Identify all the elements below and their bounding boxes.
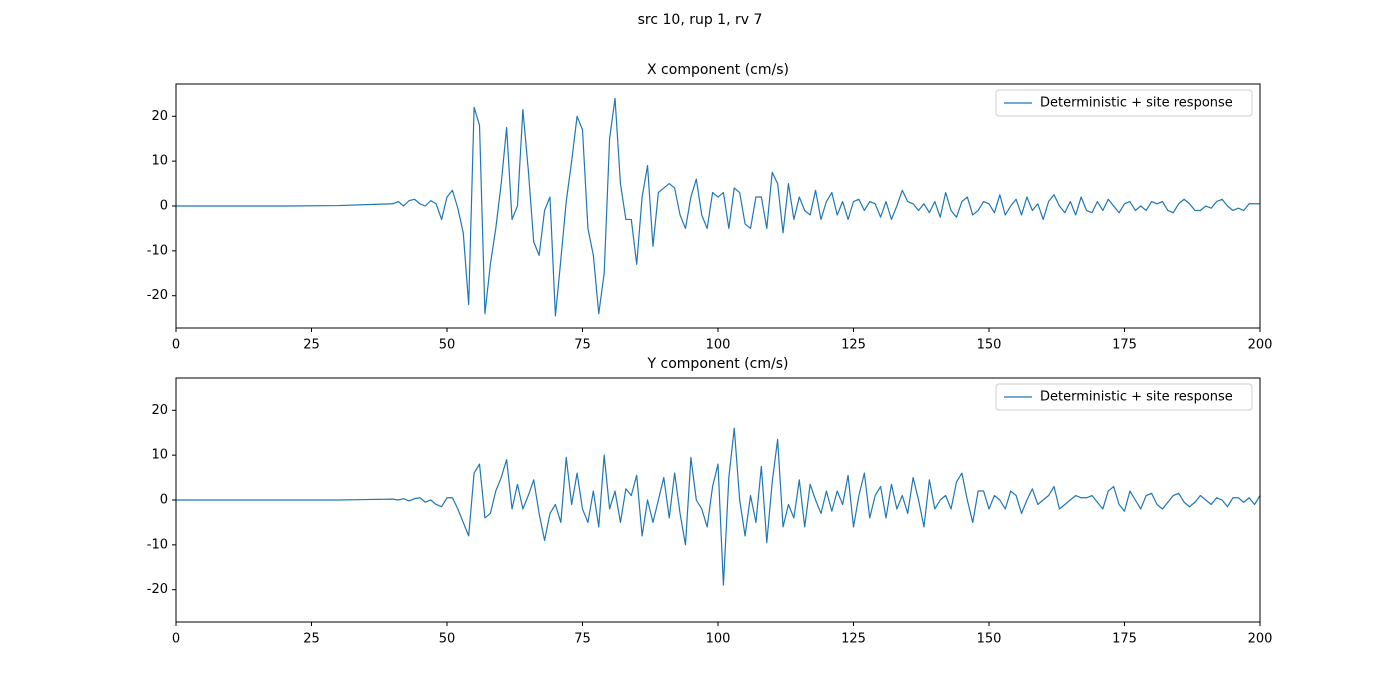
y-tick-label: 10 xyxy=(151,154,168,169)
x-tick-label: 25 xyxy=(303,338,320,353)
series-line xyxy=(176,97,1260,317)
x-tick-label: 150 xyxy=(977,338,1002,353)
x-tick-label: 175 xyxy=(1112,632,1137,647)
x-tick-label: 100 xyxy=(706,632,731,647)
y-tick-label: -20 xyxy=(147,288,168,303)
y-tick-label: -20 xyxy=(147,582,168,597)
legend-box xyxy=(995,89,1253,117)
x-tick-label: 175 xyxy=(1112,338,1137,353)
x-tick-label: 25 xyxy=(303,632,320,647)
x-tick-label: 75 xyxy=(574,632,591,647)
legend-box xyxy=(995,383,1253,411)
axes-frame xyxy=(175,83,1261,329)
y-tick-label: -10 xyxy=(147,243,168,258)
axes-frame xyxy=(175,377,1261,623)
series-line xyxy=(176,427,1261,586)
legend-label: Deterministic + site response xyxy=(1040,96,1233,111)
y-tick-label: -10 xyxy=(147,537,168,552)
x-tick-label: 0 xyxy=(172,632,180,647)
x-tick-label: 125 xyxy=(841,338,866,353)
y-tick-label: 0 xyxy=(160,199,168,214)
y-tick-label: 20 xyxy=(151,403,168,418)
y-tick-label: 10 xyxy=(151,448,168,463)
x-tick-label: 50 xyxy=(439,632,456,647)
x-tick-label: 200 xyxy=(1248,338,1273,353)
x-tick-label: 100 xyxy=(706,338,731,353)
x-tick-label: 200 xyxy=(1248,632,1273,647)
x-tick-label: 50 xyxy=(439,338,456,353)
x-tick-label: 150 xyxy=(977,632,1002,647)
x-tick-label: 125 xyxy=(841,632,866,647)
x-tick-label: 0 xyxy=(172,338,180,353)
legend-label: Deterministic + site response xyxy=(1040,390,1233,405)
axes-title: X component (cm/s) xyxy=(647,62,789,78)
figure-title: src 10, rup 1, rv 7 xyxy=(638,12,763,28)
x-tick-label: 75 xyxy=(574,338,591,353)
y-tick-label: 0 xyxy=(160,493,168,508)
y-tick-label: 20 xyxy=(151,109,168,124)
axes-title: Y component (cm/s) xyxy=(647,356,789,372)
